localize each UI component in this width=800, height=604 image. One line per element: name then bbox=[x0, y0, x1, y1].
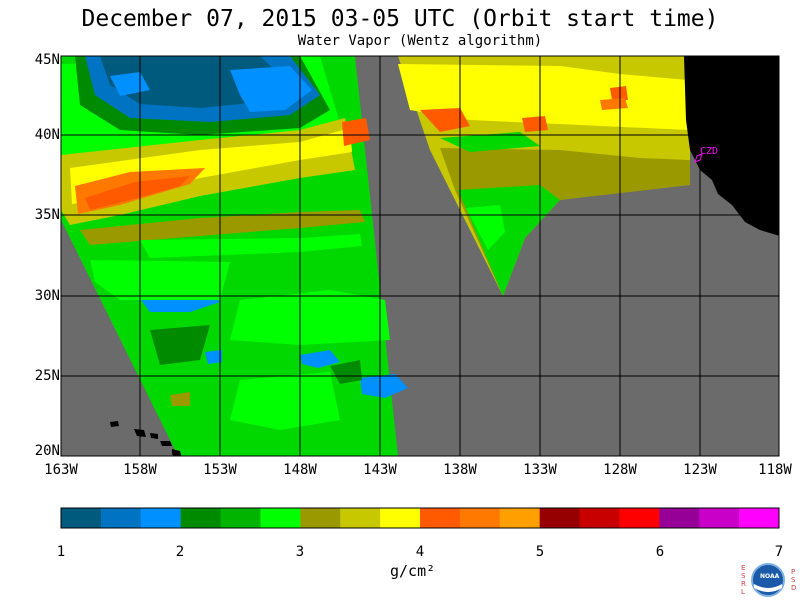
colorbar-swatch bbox=[61, 508, 102, 528]
lon-label-123w: 123W bbox=[683, 462, 717, 478]
lat-label-40n: 40N bbox=[34, 127, 60, 143]
lon-label-133w: 133W bbox=[523, 462, 557, 478]
lon-label-148w: 148W bbox=[283, 462, 317, 478]
colorbar-swatch bbox=[260, 508, 301, 528]
east-swath bbox=[398, 56, 690, 296]
svg-text:P: P bbox=[791, 568, 795, 576]
noaa-esrl-psd-logo: E S R L P S D NOAA bbox=[737, 558, 799, 600]
svg-text:R: R bbox=[741, 580, 746, 588]
lat-label-35n: 35N bbox=[34, 207, 60, 223]
colorbar-swatch bbox=[539, 508, 581, 528]
svg-text:D: D bbox=[791, 584, 796, 592]
colorbar-tick-4: 4 bbox=[415, 544, 425, 560]
lon-label-158w: 158W bbox=[123, 462, 157, 478]
colorbar-tick-7: 7 bbox=[774, 544, 784, 560]
lat-label-30n: 30N bbox=[34, 288, 60, 304]
colorbar-tick-5: 5 bbox=[535, 544, 545, 560]
colorbar-swatch bbox=[100, 508, 142, 528]
colorbar-frame bbox=[60, 507, 780, 529]
map-subtitle: Water Vapor (Wentz algorithm) bbox=[297, 33, 543, 49]
colorbar bbox=[61, 508, 780, 528]
svg-text:S: S bbox=[741, 572, 746, 580]
svg-text:E: E bbox=[741, 564, 745, 572]
svg-text:S: S bbox=[791, 576, 796, 584]
plot-frame bbox=[60, 55, 780, 457]
colorbar-swatch bbox=[579, 508, 620, 528]
colorbar-tick-1: 1 bbox=[56, 544, 66, 560]
colorbar-swatch bbox=[499, 508, 541, 528]
lon-label-163w: 163W bbox=[44, 462, 78, 478]
lon-label-118w: 118W bbox=[758, 462, 792, 478]
colorbar-swatch bbox=[340, 508, 381, 528]
svg-text:L: L bbox=[741, 588, 745, 596]
colorbar-swatch bbox=[659, 508, 700, 528]
svg-text:NOAA: NOAA bbox=[760, 573, 780, 580]
colorbar-swatch bbox=[220, 508, 261, 528]
colorbar-swatch bbox=[699, 508, 740, 528]
station-czd-marker bbox=[694, 153, 703, 163]
california-coast bbox=[684, 56, 779, 236]
colorbar-swatch bbox=[300, 508, 341, 528]
lat-label-20n: 20N bbox=[34, 443, 60, 459]
colorbar-tick-2: 2 bbox=[175, 544, 185, 560]
colorbar-swatch bbox=[180, 508, 222, 528]
west-swath bbox=[61, 56, 408, 456]
lon-label-138w: 138W bbox=[443, 462, 477, 478]
lon-label-143w: 143W bbox=[363, 462, 397, 478]
lat-lon-grid bbox=[61, 56, 779, 456]
colorbar-swatch bbox=[380, 508, 421, 528]
colorbar-swatch bbox=[739, 508, 780, 528]
colorbar-swatch bbox=[420, 508, 461, 528]
lat-label-25n: 25N bbox=[34, 368, 60, 384]
colorbar-swatch bbox=[140, 508, 182, 528]
colorbar-tick-3: 3 bbox=[295, 544, 305, 560]
station-label: CZD bbox=[700, 146, 719, 157]
map-title: December 07, 2015 03-05 UTC (Orbit start… bbox=[81, 6, 719, 32]
colorbar-swatch bbox=[459, 508, 501, 528]
lon-label-128w: 128W bbox=[603, 462, 637, 478]
lat-label-45n: 45N bbox=[34, 52, 60, 68]
colorbar-tick-6: 6 bbox=[655, 544, 665, 560]
lon-label-153w: 153W bbox=[203, 462, 237, 478]
colorbar-swatch bbox=[619, 508, 660, 528]
colorbar-unit: g/cm² bbox=[390, 562, 436, 580]
